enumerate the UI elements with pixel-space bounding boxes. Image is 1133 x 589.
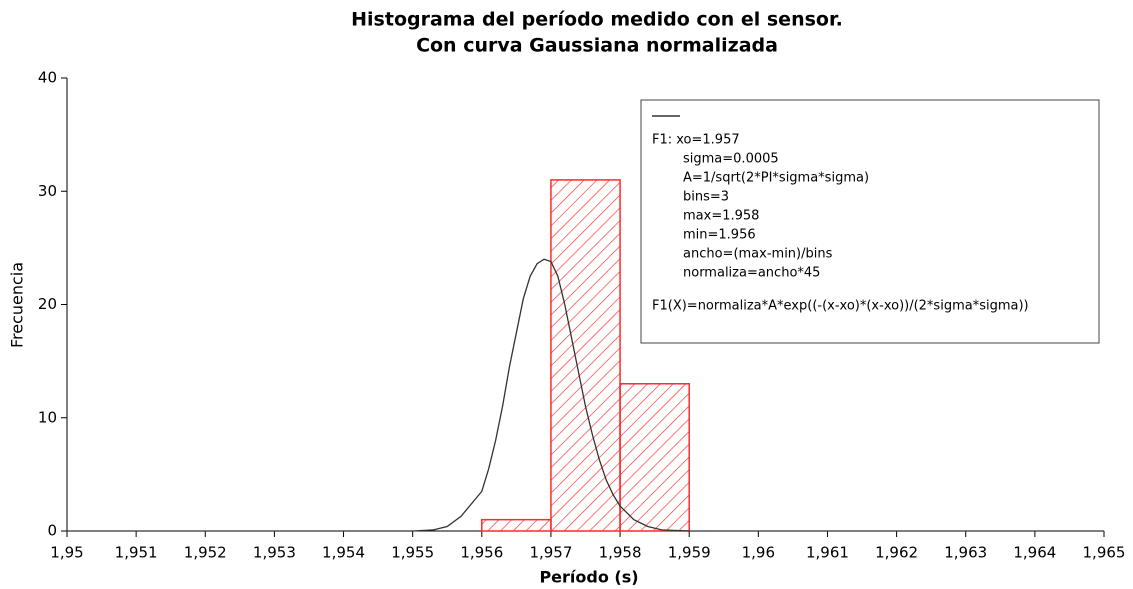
curve: [67, 258, 1104, 532]
legend-text: max=1.958: [683, 209, 759, 224]
x-tick-label: 1,953: [253, 544, 296, 562]
chart-title: Histograma del período medido con el sen…: [351, 9, 843, 31]
x-tick-label: 1,964: [1013, 544, 1056, 562]
legend-box: [640, 99, 1100, 344]
histogram-bar: [550, 179, 621, 532]
legend-text: F1(X)=normaliza*A*exp((-(x-xo)*(x-xo))/(…: [652, 299, 1029, 314]
y-tick-label: 30: [38, 182, 57, 200]
x-tick-label: 1,956: [460, 544, 503, 562]
legend-text: bins=3: [683, 190, 729, 205]
legend-text: A=1/sqrt(2*PI*sigma*sigma): [683, 171, 869, 186]
x-tick-label: 1,955: [391, 544, 434, 562]
x-tick-label: 1,963: [944, 544, 987, 562]
y-tick-label: 40: [38, 69, 57, 87]
y-tick-label: 10: [38, 408, 57, 426]
x-tick-label: 1,954: [322, 544, 365, 562]
chart-subtitle: Con curva Gaussiana normalizada: [416, 35, 778, 57]
x-tick-label: 1,961: [806, 544, 849, 562]
x-tick-label: 1,958: [599, 544, 642, 562]
x-axis-label: Período (s): [539, 568, 638, 587]
y-axis-label: Frecuencia: [8, 262, 27, 348]
x-tick-label: 1,95: [50, 544, 83, 562]
x-tick-label: 1,959: [668, 544, 711, 562]
x-tick-label: 1,96: [742, 544, 775, 562]
y-tick-label: 0: [47, 522, 57, 540]
histogram-bar: [481, 518, 552, 532]
x-tick-label: 1,965: [1083, 544, 1126, 562]
x-tick-label: 1,957: [529, 544, 572, 562]
legend-text: ancho=(max-min)/bins: [683, 247, 833, 262]
legend-text: sigma=0.0005: [683, 152, 779, 167]
x-tick-label: 1,962: [875, 544, 918, 562]
x-tick-label: 1,952: [184, 544, 227, 562]
x-tick-label: 1,951: [115, 544, 158, 562]
legend-text: F1: xo=1.957: [652, 133, 740, 148]
legend-text: normaliza=ancho*45: [683, 266, 820, 281]
histogram-bar: [619, 383, 690, 532]
legend-text: min=1.956: [683, 228, 756, 243]
y-tick-label: 20: [38, 295, 57, 313]
